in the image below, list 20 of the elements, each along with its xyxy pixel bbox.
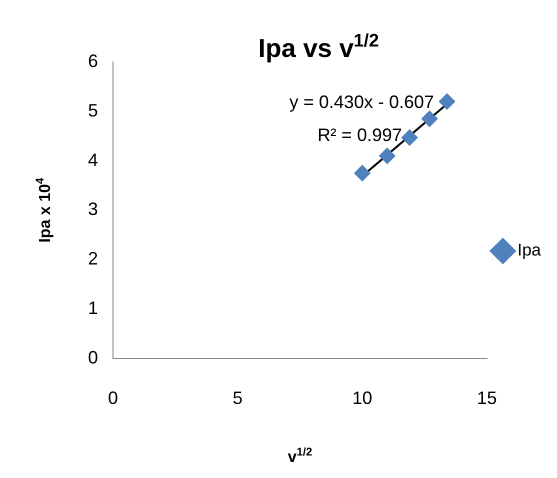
- x-tick-label: 15: [476, 388, 497, 408]
- y-tick-label: 0: [88, 347, 98, 368]
- y-tick-label: 5: [88, 100, 98, 120]
- y-tick-label: 3: [88, 199, 98, 220]
- point: [438, 94, 455, 110]
- point: [354, 165, 370, 182]
- y-tick-label: 4: [88, 150, 98, 170]
- x-tick-label: 5: [232, 388, 243, 408]
- point: [402, 130, 418, 146]
- x-tick-label: 0: [108, 388, 118, 408]
- y-axis-title: Ipa x 104: [34, 176, 54, 243]
- annotation: R² = 0.997: [317, 124, 402, 145]
- y-tick-label: 1: [88, 298, 98, 318]
- point: [379, 148, 396, 164]
- y-tick-label: 6: [88, 50, 98, 71]
- y-tick-label: 2: [88, 248, 98, 269]
- x-tick-label: 10: [352, 388, 372, 408]
- legend-label: Ipa: [517, 240, 542, 260]
- point: [422, 110, 438, 127]
- annotation: y = 0.430x - 0.607: [289, 92, 434, 112]
